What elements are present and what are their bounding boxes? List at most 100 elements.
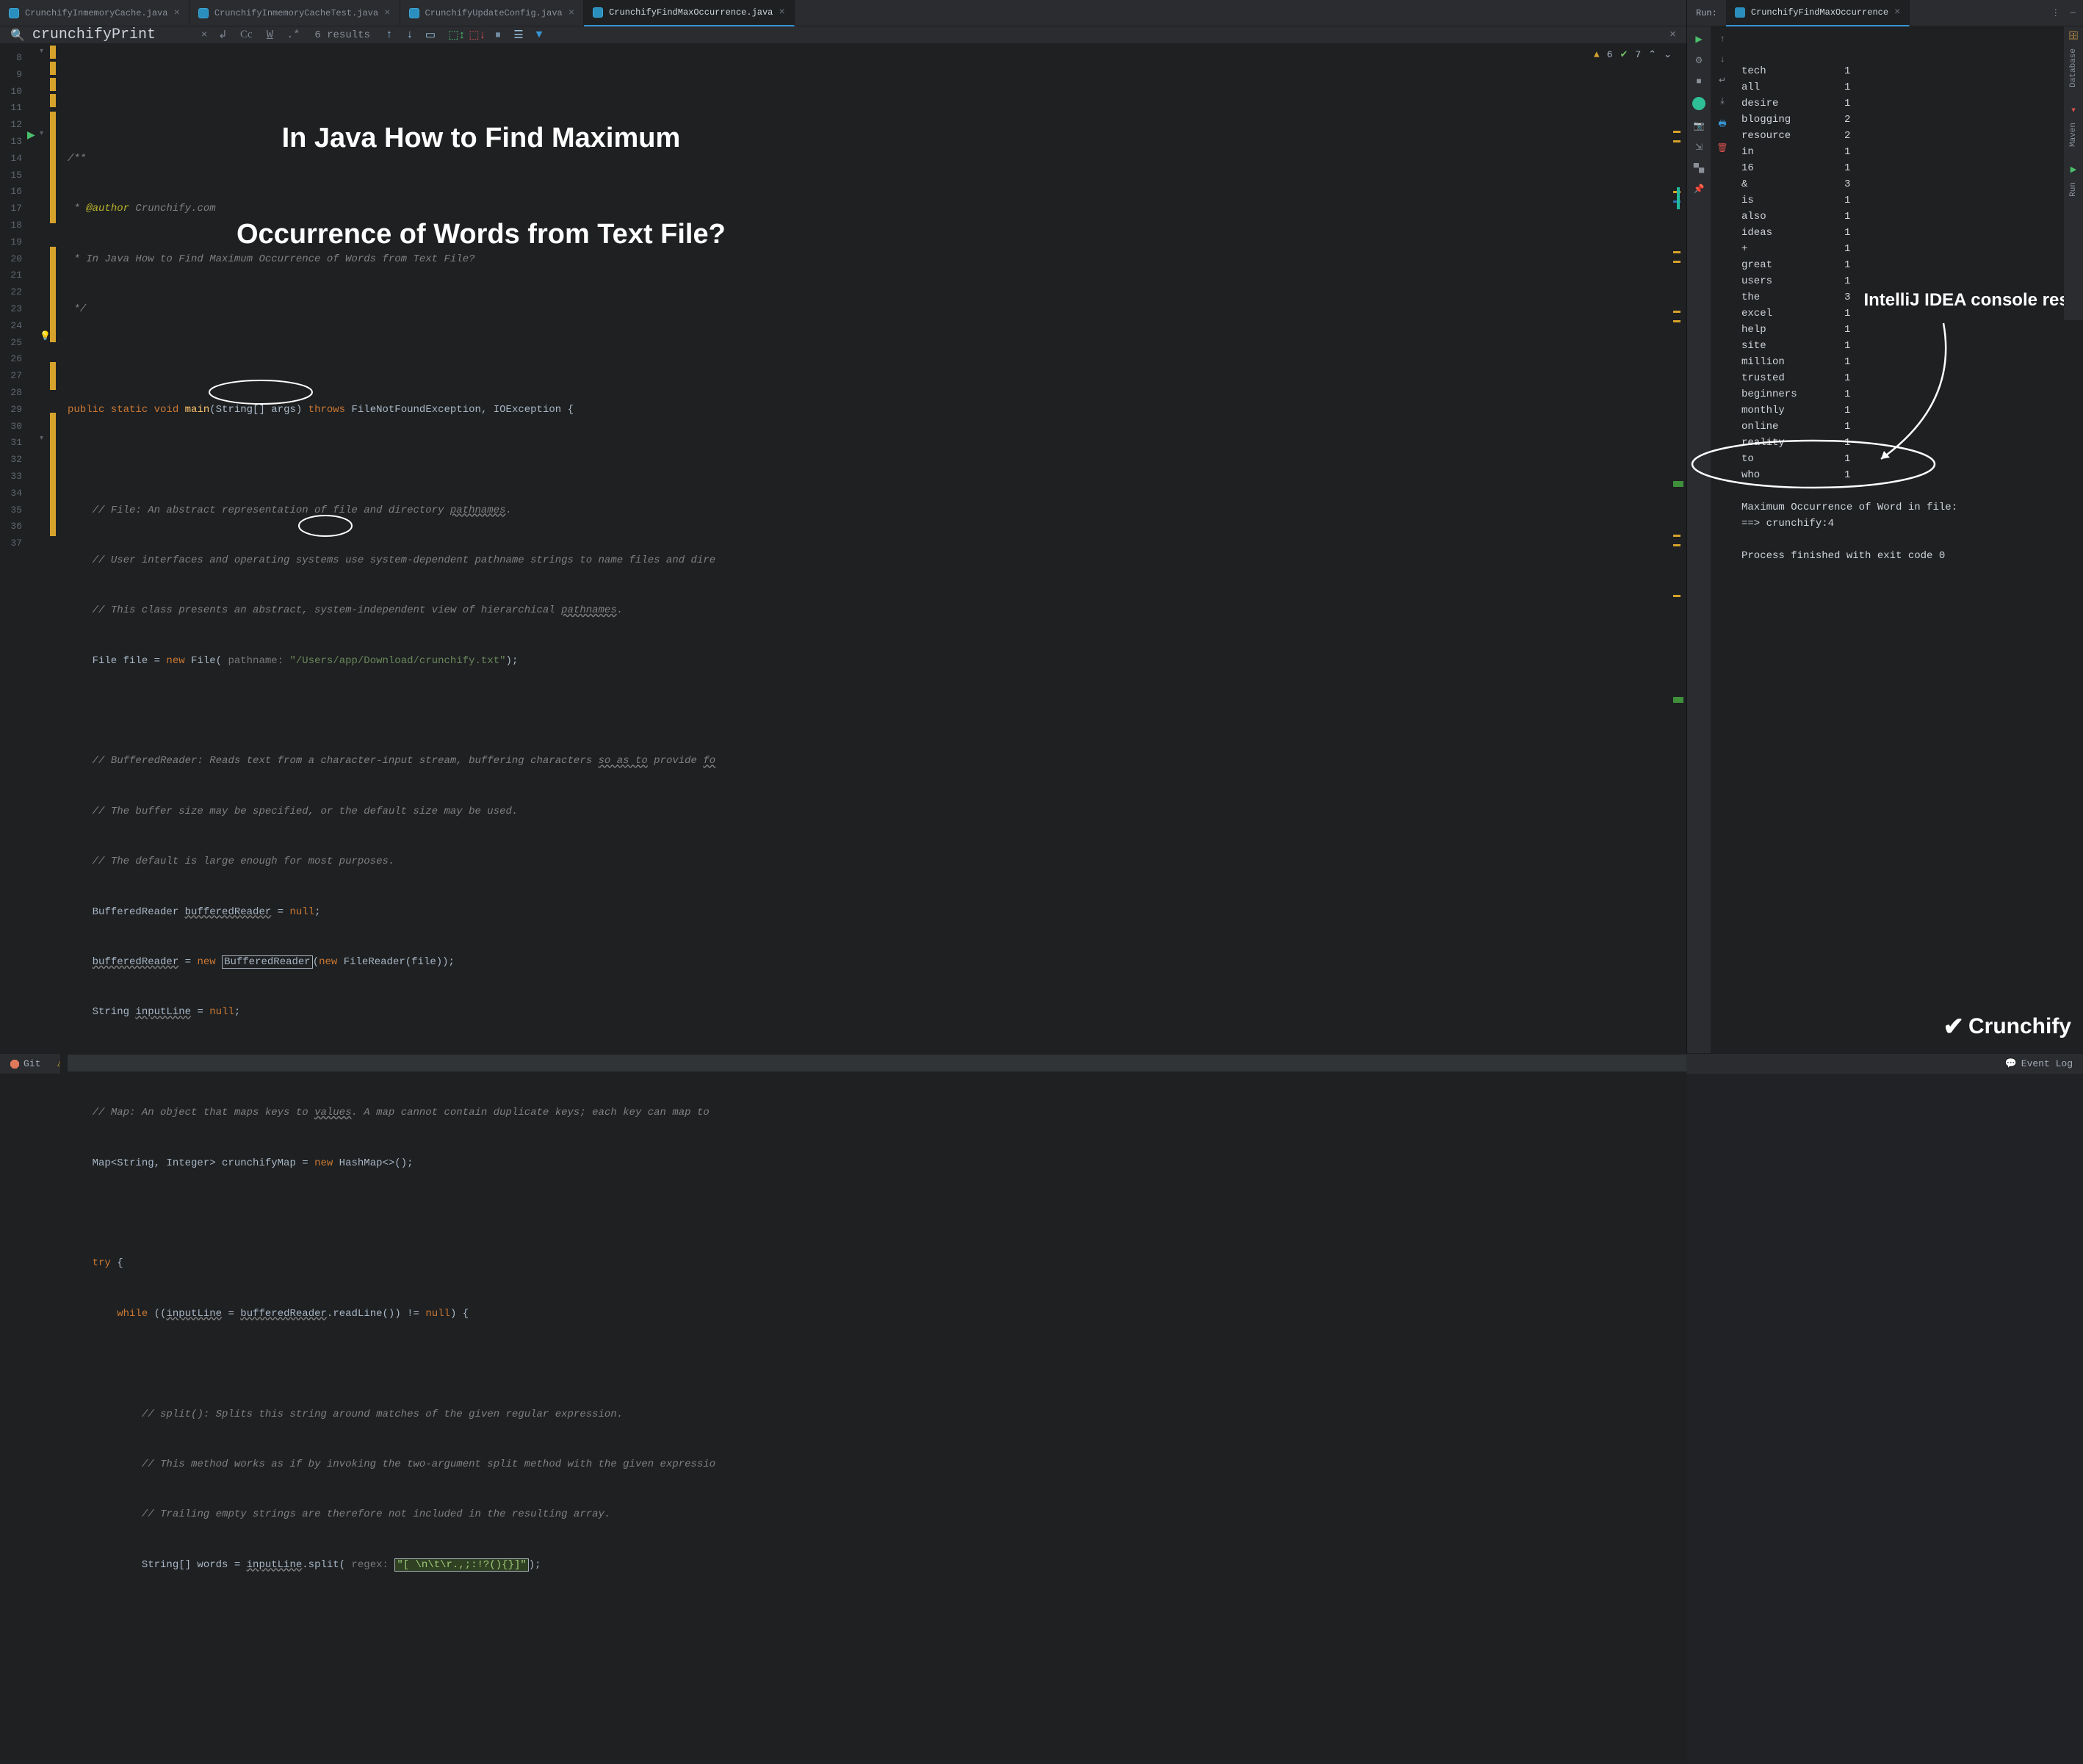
fold-icon[interactable]: ▾ (40, 47, 43, 56)
console-line: ==> crunchify:4 (1741, 516, 2076, 532)
annotation-ellipse (295, 513, 355, 539)
layout-icon[interactable]: ▀▄ (1694, 163, 1704, 173)
java-file-icon (9, 8, 19, 18)
enter-icon[interactable]: ↲ (214, 28, 231, 42)
file-tab-findmax[interactable]: CrunchifyFindMaxOccurrence.java × (584, 0, 795, 26)
more-menu-icon[interactable]: ⋮ (2051, 7, 2060, 18)
filter-results-icon[interactable]: ☰ (511, 28, 526, 43)
find-in-file-bar: 🔍 × ↲ Cc W .* 6 results ↑ ↓ ▭ ⬚↕ ⬚↓ ⏸ ☰ … (0, 26, 1686, 44)
change-marker (50, 165, 56, 223)
annotation-console-title: IntelliJ IDEA console result (1863, 290, 2083, 311)
code-editor[interactable]: ▲6 ✔7 ⌃ ⌄ In Java How to Find Maximum Oc… (60, 44, 1686, 1763)
minimize-icon[interactable]: — (2071, 7, 2076, 18)
change-marker (50, 62, 56, 75)
run-settings-icon[interactable]: ⚙ (1695, 55, 1703, 66)
camera-icon[interactable]: 📷 (1694, 120, 1705, 131)
clear-icon[interactable]: 🗑 (1716, 142, 1728, 153)
change-marker (50, 247, 56, 342)
softwrap-icon[interactable]: ↵ (1719, 75, 1726, 86)
change-marker (50, 112, 56, 170)
console-line: users1 (1741, 273, 2076, 289)
crunchify-logo: ✔ Crunchify (1943, 1012, 2071, 1041)
filter-icon[interactable]: ▼ (532, 28, 546, 43)
console-line: in1 (1741, 144, 2076, 160)
line-number-gutter: 8910111213141516171819202122232425262728… (0, 44, 26, 1763)
close-icon[interactable]: × (779, 7, 784, 18)
file-tab-label: CrunchifyUpdateConfig.java (425, 8, 563, 18)
java-file-icon (198, 8, 209, 18)
close-icon[interactable]: × (173, 7, 179, 19)
run-rail-icon[interactable]: ▶ (2071, 165, 2076, 175)
console-line: desire1 (1741, 95, 2076, 112)
occurrence-icon-pause[interactable]: ⏸ (491, 28, 505, 43)
close-icon[interactable]: × (1894, 7, 1900, 18)
console-line: great1 (1741, 257, 2076, 273)
console-line: tech1 (1741, 63, 2076, 79)
prev-problem-icon[interactable]: ⌃ (1648, 47, 1656, 64)
occurrence-icon[interactable]: ⬚↕ (450, 28, 464, 43)
select-all-icon[interactable]: ▭ (423, 28, 438, 43)
fold-icon[interactable]: ▾ (40, 129, 43, 138)
run-config-tab[interactable]: CrunchifyFindMaxOccurrence × (1726, 0, 1910, 26)
close-icon[interactable]: × (384, 7, 390, 19)
logo-icon: ✔ (1943, 1012, 1964, 1041)
console-line (1741, 532, 2076, 548)
case-toggle[interactable]: Cc (238, 29, 254, 41)
console-line: all1 (1741, 79, 2076, 95)
console-output[interactable]: tech1all1desire1blogging2resource2in1161… (1734, 26, 2083, 1053)
intention-bulb-icon[interactable]: 💡 (40, 330, 51, 341)
typo-icon: ✔ (1620, 47, 1628, 64)
file-tab-cachetest[interactable]: CrunchifyInmemoryCacheTest.java × (189, 0, 400, 26)
avatar-icon[interactable] (1692, 97, 1705, 110)
word-toggle[interactable]: W (261, 29, 278, 41)
database-rail-label[interactable]: Database (2069, 48, 2078, 87)
gutter-markers: ▶ ▾ ▾ ▾ 💡 (26, 44, 60, 1763)
warning-icon: ▲ (1594, 47, 1600, 64)
git-icon (10, 1060, 19, 1069)
maven-rail-label[interactable]: Maven (2069, 123, 2078, 147)
close-icon[interactable]: × (568, 7, 574, 19)
exit-icon[interactable]: ⇲ (1695, 142, 1703, 153)
console-line: Process finished with exit code 0 (1741, 548, 2076, 564)
next-match-icon[interactable]: ↓ (402, 28, 417, 43)
print-icon[interactable]: 🖶 (1718, 117, 1726, 132)
close-search-icon[interactable]: × (1669, 29, 1676, 41)
stop-icon[interactable]: ■ (1696, 76, 1701, 87)
console-line: &3 (1741, 176, 2076, 192)
annotation-ellipse-console (1689, 438, 1938, 491)
change-marker (50, 78, 56, 91)
scrollbar-markers[interactable] (1673, 73, 1683, 743)
app-icon (1735, 7, 1745, 18)
down-icon[interactable]: ↓ (1719, 54, 1725, 65)
run-rail-label[interactable]: Run (2069, 182, 2078, 197)
console-line: blogging2 (1741, 112, 2076, 128)
right-tool-rail: 🗄 Database ▾ Maven ▶ Run (2064, 26, 2083, 320)
annotation-ellipse (206, 377, 316, 407)
change-marker (50, 94, 56, 107)
occurrence-icon-red[interactable]: ⬚↓ (470, 28, 485, 43)
clear-search-icon[interactable]: × (201, 29, 207, 41)
console-line: is1 (1741, 192, 2076, 209)
database-rail-icon[interactable]: 🗄 (2068, 31, 2079, 41)
file-tab-cache[interactable]: CrunchifyInmemoryCache.java × (0, 0, 189, 26)
up-icon[interactable]: ↑ (1719, 34, 1725, 44)
pin-icon[interactable]: 📌 (1694, 184, 1705, 195)
maven-rail-icon[interactable]: ▾ (2071, 105, 2076, 115)
run-panel-title: Run: (1687, 8, 1726, 18)
console-line: ideas1 (1741, 225, 2076, 241)
search-icon: 🔍 (10, 28, 25, 43)
problems-indicator[interactable]: ▲6 ✔7 ⌃ ⌄ (1594, 47, 1672, 64)
next-problem-icon[interactable]: ⌄ (1664, 47, 1672, 64)
scroll-end-icon[interactable]: ⤓ (1720, 96, 1724, 106)
console-line: +1 (1741, 241, 2076, 257)
fold-icon[interactable]: ▾ (40, 434, 43, 443)
rerun-icon[interactable]: ▶ (1695, 34, 1702, 45)
event-log[interactable]: 💬 Event Log (2005, 1058, 2073, 1069)
eventlog-icon: 💬 (2005, 1058, 2017, 1069)
search-input[interactable] (32, 26, 194, 43)
regex-toggle[interactable]: .* (285, 29, 301, 41)
file-tab-updateconfig[interactable]: CrunchifyUpdateConfig.java × (400, 0, 585, 26)
file-tab-label: CrunchifyFindMaxOccurrence.java (609, 7, 773, 18)
prev-match-icon[interactable]: ↑ (382, 28, 397, 43)
run-gutter-icon[interactable]: ▶ (27, 129, 35, 142)
